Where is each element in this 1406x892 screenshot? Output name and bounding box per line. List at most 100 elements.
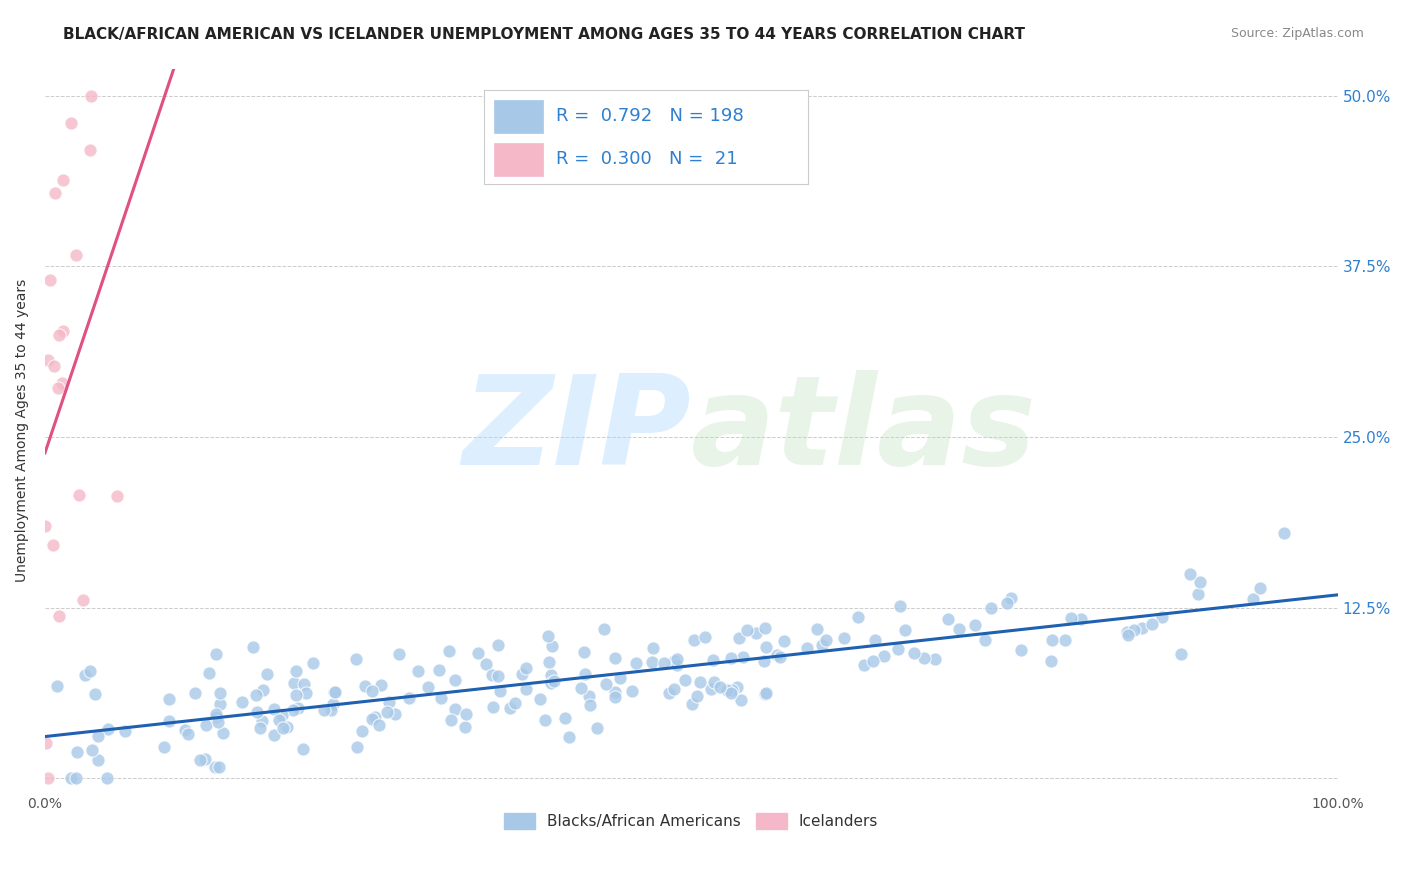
Point bbox=[720, 650, 742, 665]
Point bbox=[59, 116, 82, 130]
Point bbox=[716, 683, 738, 698]
Point bbox=[346, 740, 368, 755]
Point bbox=[231, 695, 253, 709]
Point bbox=[1152, 609, 1174, 624]
Point bbox=[534, 713, 557, 727]
Point bbox=[540, 667, 562, 681]
Point bbox=[557, 731, 579, 745]
Point bbox=[973, 632, 995, 647]
Point bbox=[1170, 647, 1192, 661]
Text: ZIP: ZIP bbox=[463, 370, 692, 491]
Point bbox=[537, 655, 560, 669]
Point bbox=[754, 654, 776, 668]
Point bbox=[204, 648, 226, 662]
Point bbox=[429, 690, 451, 705]
Point bbox=[605, 690, 627, 704]
Point bbox=[754, 621, 776, 635]
Point bbox=[703, 675, 725, 690]
Point bbox=[283, 676, 305, 690]
Point bbox=[67, 488, 90, 502]
Point bbox=[208, 686, 231, 700]
Point bbox=[66, 745, 89, 759]
Point bbox=[370, 678, 392, 692]
Point bbox=[287, 701, 309, 715]
Point bbox=[291, 742, 314, 756]
Point bbox=[157, 714, 180, 728]
Point bbox=[39, 273, 62, 287]
Point bbox=[754, 687, 776, 701]
Point bbox=[731, 650, 754, 665]
Point bbox=[595, 677, 617, 691]
Point bbox=[769, 650, 792, 665]
Point bbox=[208, 698, 231, 712]
Point bbox=[811, 638, 834, 652]
Point bbox=[416, 680, 439, 694]
Point bbox=[252, 683, 274, 698]
Point bbox=[853, 658, 876, 673]
Point bbox=[605, 651, 627, 665]
Point bbox=[569, 681, 592, 695]
Point bbox=[177, 727, 200, 741]
Point bbox=[1243, 591, 1265, 606]
Point bbox=[510, 667, 533, 681]
Point bbox=[815, 633, 838, 648]
Point bbox=[384, 706, 406, 721]
Point bbox=[603, 685, 626, 699]
Point bbox=[292, 676, 315, 690]
Point bbox=[1060, 611, 1083, 625]
Point bbox=[1010, 643, 1032, 657]
Point bbox=[481, 667, 503, 681]
Point bbox=[246, 705, 269, 719]
Point bbox=[45, 679, 67, 693]
Point bbox=[887, 642, 910, 657]
Point bbox=[263, 702, 285, 716]
Point bbox=[207, 715, 229, 730]
Point bbox=[652, 657, 675, 671]
Point bbox=[84, 687, 107, 701]
Point bbox=[361, 712, 384, 726]
Point bbox=[1249, 581, 1271, 595]
Point bbox=[806, 622, 828, 636]
Point bbox=[105, 489, 128, 503]
Point bbox=[673, 673, 696, 687]
Point bbox=[86, 753, 108, 767]
Point bbox=[312, 703, 335, 717]
Point bbox=[1053, 632, 1076, 647]
Point bbox=[34, 736, 56, 750]
Point bbox=[700, 682, 723, 697]
Point bbox=[437, 644, 460, 658]
Point bbox=[1123, 624, 1146, 638]
Legend: Blacks/African Americans, Icelanders: Blacks/African Americans, Icelanders bbox=[498, 806, 884, 835]
Point bbox=[586, 721, 609, 735]
Point bbox=[665, 652, 688, 666]
Point bbox=[1070, 611, 1092, 625]
Point bbox=[444, 673, 467, 687]
Point bbox=[65, 248, 87, 262]
Point bbox=[198, 666, 221, 681]
Point bbox=[720, 683, 742, 698]
Point bbox=[37, 772, 59, 786]
Point bbox=[574, 667, 596, 681]
Point bbox=[1188, 574, 1211, 589]
Point bbox=[284, 665, 307, 679]
Point bbox=[46, 381, 69, 395]
Point bbox=[641, 655, 664, 669]
Point bbox=[211, 726, 233, 740]
Point bbox=[82, 742, 104, 756]
Point bbox=[44, 186, 66, 200]
Point bbox=[686, 689, 709, 703]
Point bbox=[323, 685, 346, 699]
Point bbox=[467, 647, 489, 661]
Point bbox=[725, 680, 748, 694]
Point bbox=[503, 696, 526, 710]
Point bbox=[34, 518, 56, 533]
Point bbox=[204, 710, 226, 724]
Point bbox=[52, 324, 75, 338]
Point bbox=[252, 714, 274, 729]
Point bbox=[427, 663, 450, 677]
Point bbox=[249, 722, 271, 736]
Point bbox=[267, 713, 290, 727]
Point bbox=[624, 656, 647, 670]
Point bbox=[482, 700, 505, 714]
Point bbox=[79, 664, 101, 678]
